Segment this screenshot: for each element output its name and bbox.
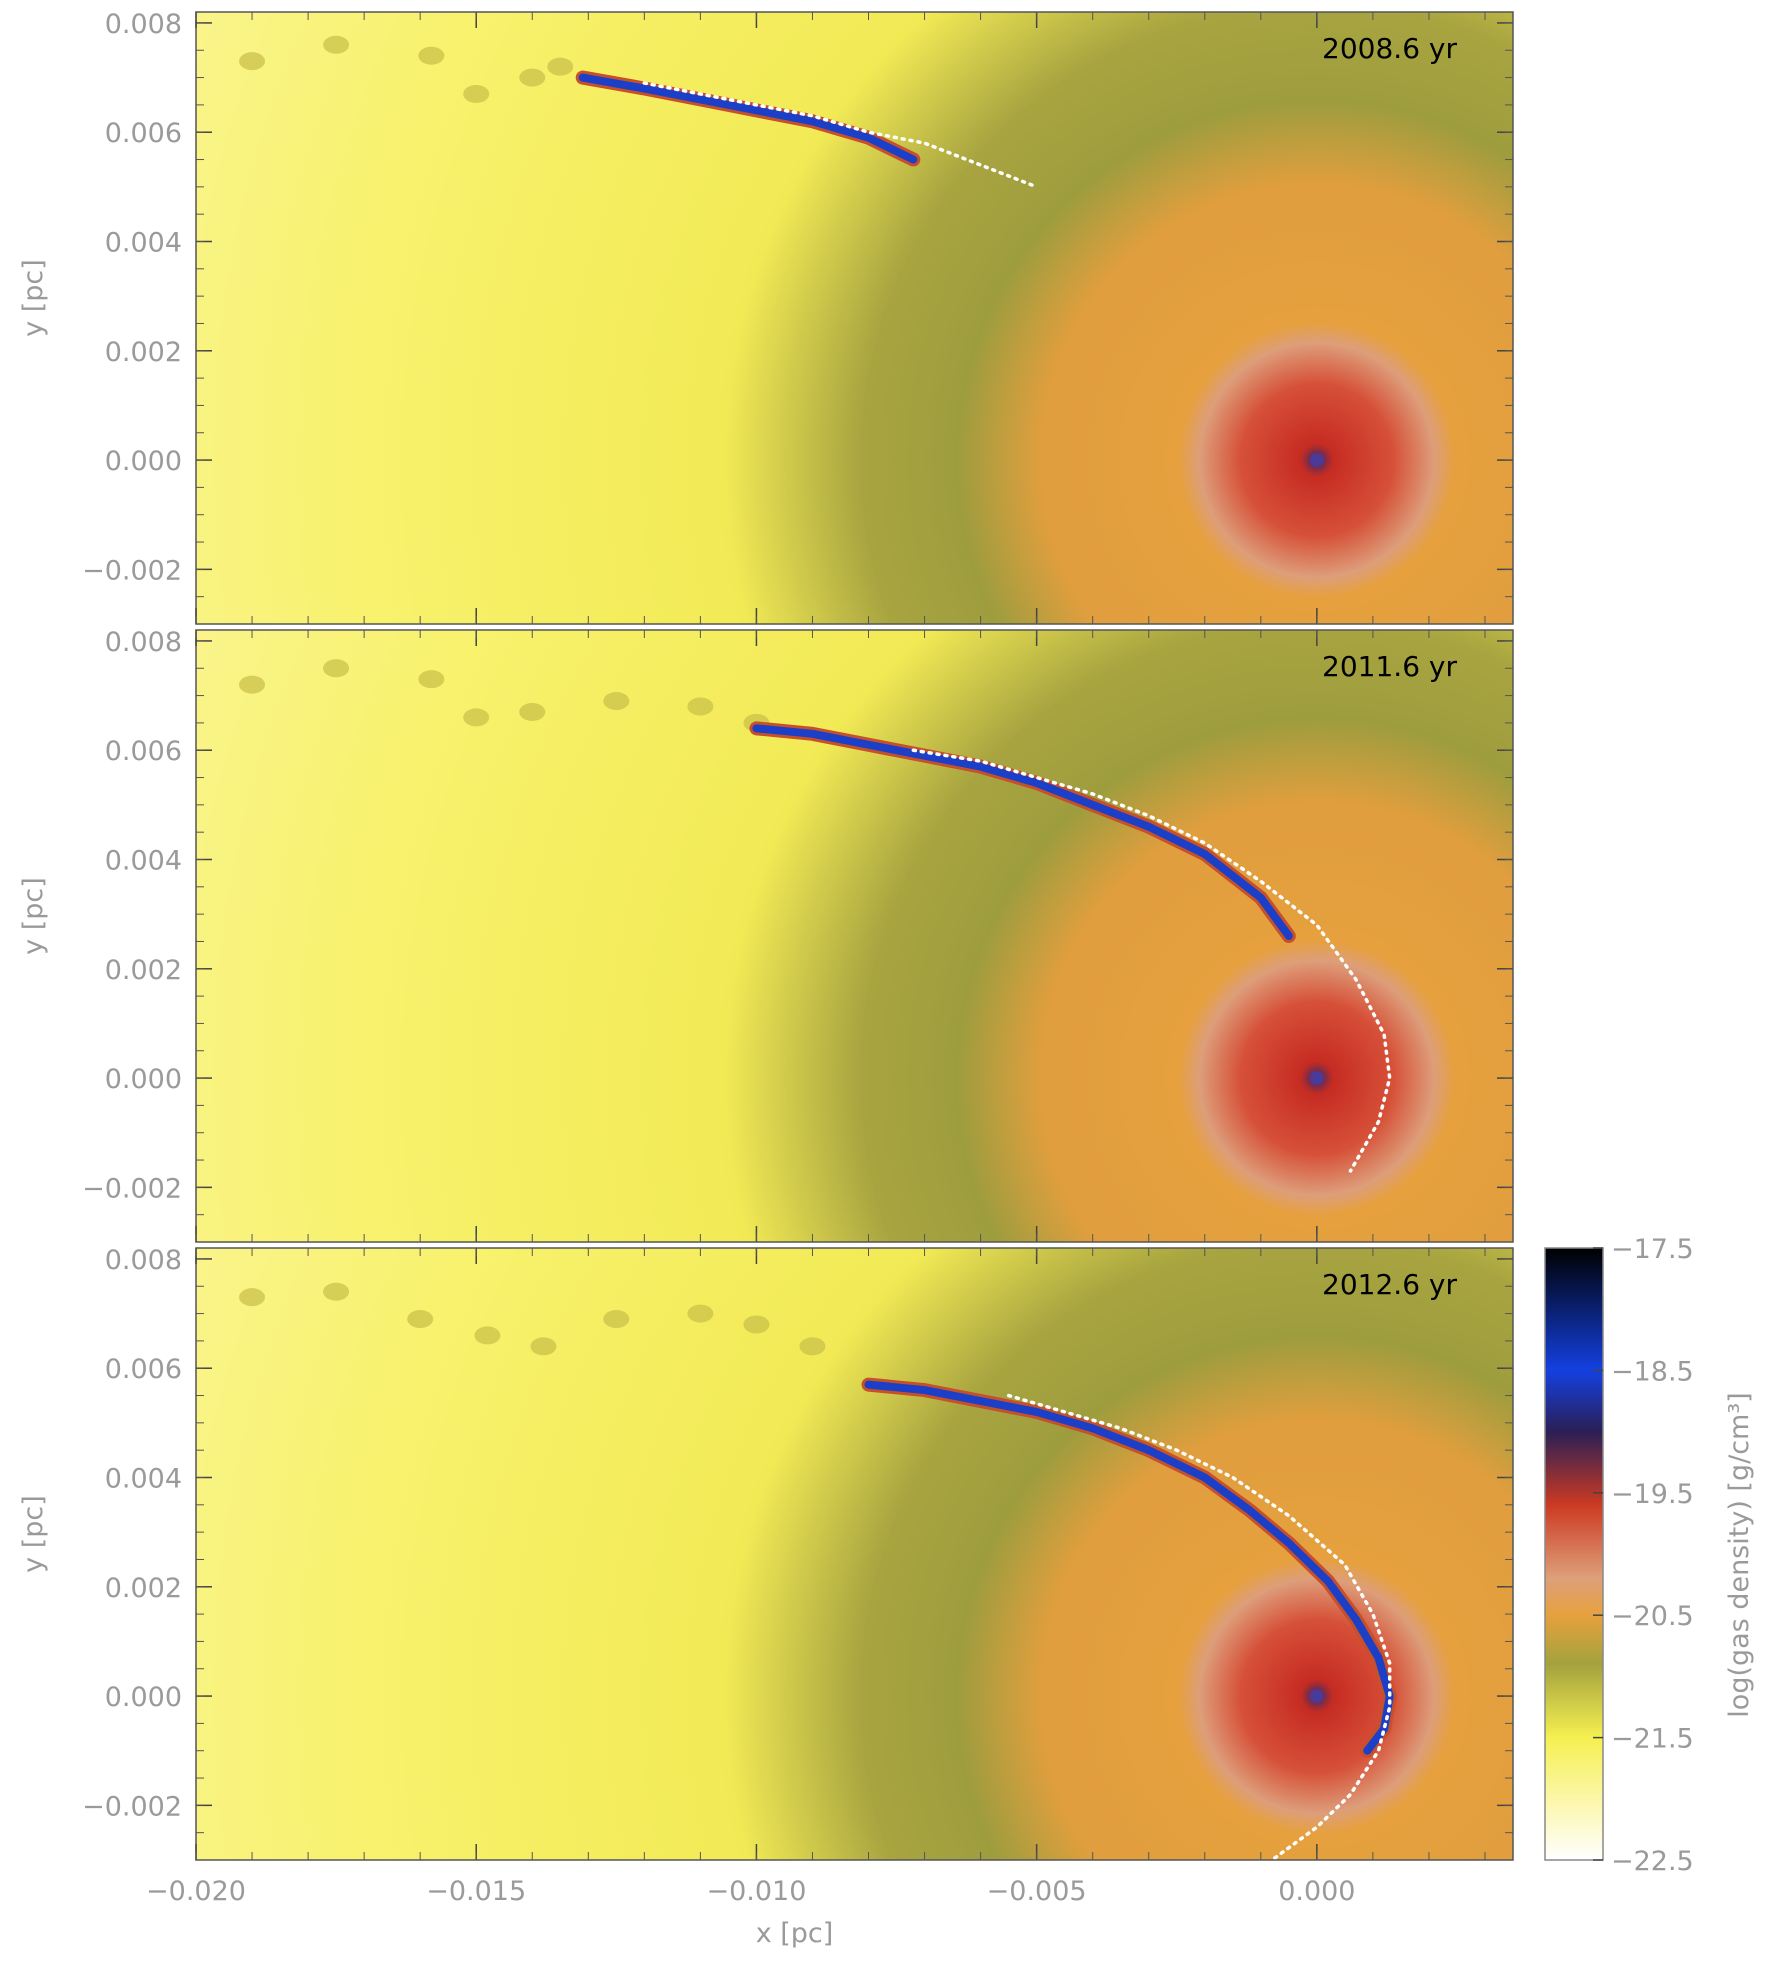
y-ticks: −0.002 0.000 0.002 0.004 0.006 0.008 [82, 9, 1513, 625]
cloud-wisp [323, 659, 350, 678]
y-tick-label: 0.002 [105, 1573, 182, 1604]
x-tick-label: −0.015 [426, 1876, 526, 1907]
x-tick-label: −0.010 [706, 1876, 806, 1907]
time-label: 2012.6 yr [1322, 1268, 1457, 1301]
y-tick-label: 0.000 [105, 1682, 182, 1713]
x-tick-label: −0.005 [987, 1876, 1087, 1907]
plot-area [196, 1248, 1513, 1860]
plot-area [196, 630, 1513, 1242]
cloud-wisp [418, 670, 445, 689]
cloud-wisp [474, 1326, 501, 1345]
panel-frame [195, 629, 1514, 1243]
y-tick-label: −0.002 [82, 1791, 182, 1822]
time-label: 2011.6 yr [1322, 650, 1457, 683]
cloud-wisp [239, 1288, 266, 1307]
y-axis-label: y [pc] [18, 259, 49, 337]
orbit-trajectory [1006, 1393, 1392, 1860]
colorbar-tick-label: −20.5 [1611, 1601, 1694, 1632]
x-axis: −0.020 −0.015 −0.010 −0.005 0.000 x [pc] [146, 1876, 1355, 1949]
density-background [196, 12, 1513, 624]
density-background [196, 630, 1513, 1242]
panel-2: −0.002 0.000 0.002 0.004 0.006 0.008 y [pc] 201… [18, 627, 1514, 1243]
y-axis-label: y [pc] [18, 1495, 49, 1573]
y-tick-label: 0.004 [105, 1464, 182, 1495]
cloud-wisp [603, 692, 630, 711]
colorbar: −22.5 −21.5 −20.5 −19.5 −18.5 −17.5 log(gas d… [1544, 1234, 1755, 1877]
cloud-wisp [519, 68, 546, 87]
cloud-wisp [463, 708, 490, 727]
y-tick-label: −0.002 [82, 1173, 182, 1204]
panel-frame [195, 1247, 1514, 1861]
cloud-wisp [799, 1337, 826, 1356]
cloud-wisp [603, 1310, 630, 1329]
colorbar-tick-label: −18.5 [1611, 1356, 1694, 1387]
y-tick-label: 0.002 [105, 955, 182, 986]
density-background [196, 1248, 1513, 1860]
y-tick-label: 0.008 [105, 627, 182, 658]
y-tick-label: 0.006 [105, 1354, 182, 1385]
cloud-wisp [239, 52, 266, 71]
x-tick-label: 0.000 [1278, 1876, 1355, 1907]
time-label: 2008.6 yr [1322, 32, 1457, 65]
cloud-wisp [530, 1337, 557, 1356]
y-tick-label: 0.008 [105, 9, 182, 40]
colorbar-gradient [1544, 1247, 1604, 1861]
y-tick-label: 0.000 [105, 446, 182, 477]
y-ticks: −0.002 0.000 0.002 0.004 0.006 0.008 [82, 627, 1513, 1243]
x-tick-label: −0.020 [146, 1876, 246, 1907]
x-axis-label: x [pc] [756, 1918, 834, 1949]
cloud-wisp [743, 1315, 770, 1334]
y-ticks: −0.002 0.000 0.002 0.004 0.006 0.008 [82, 1245, 1513, 1861]
cloud-wisp [323, 35, 350, 54]
y-tick-label: 0.004 [105, 228, 182, 259]
central-source-marker [1309, 453, 1324, 468]
cloud-wisp [239, 675, 266, 694]
cloud-wisp [323, 1282, 350, 1301]
central-source-marker [1309, 1071, 1324, 1086]
colorbar-tick-label: −21.5 [1611, 1724, 1694, 1755]
central-source-marker [1309, 1689, 1324, 1704]
plot-area [196, 12, 1513, 624]
cloud-wisp [418, 46, 445, 65]
cloud-filament [864, 1380, 1394, 1755]
cloud-filament [752, 724, 1293, 940]
colorbar-tick-label: −17.5 [1611, 1234, 1694, 1265]
panel-3: −0.002 0.000 0.002 0.004 0.006 0.008 y [pc] 201… [18, 1245, 1514, 1861]
orbit-trajectory [642, 81, 1039, 189]
cloud-wisp [547, 57, 574, 76]
cloud-wisp [687, 1304, 714, 1323]
panels: −0.002 0.000 0.002 0.004 0.006 0.008 y [pc] 200… [18, 9, 1514, 1861]
y-tick-label: 0.008 [105, 1245, 182, 1276]
panel-frame [195, 11, 1514, 625]
panel-1: −0.002 0.000 0.002 0.004 0.006 0.008 y [pc] 200… [18, 9, 1514, 625]
colorbar-tick-label: −22.5 [1611, 1846, 1694, 1877]
cloud-filament [578, 73, 918, 164]
y-tick-label: 0.002 [105, 337, 182, 368]
cloud-wisp [407, 1310, 434, 1329]
y-tick-label: 0.006 [105, 118, 182, 149]
cloud-wisp [519, 702, 546, 721]
colorbar-ticks: −22.5 −21.5 −20.5 −19.5 −18.5 −17.5 [1593, 1234, 1694, 1877]
y-tick-label: −0.002 [82, 555, 182, 586]
y-tick-label: 0.006 [105, 736, 182, 767]
y-tick-label: 0.000 [105, 1064, 182, 1095]
y-axis-label: y [pc] [18, 877, 49, 955]
colorbar-label: log(gas density) [g/cm³] [1724, 1392, 1755, 1717]
cloud-wisp [463, 84, 490, 103]
cloud-wisp [687, 697, 714, 716]
orbit-trajectory [911, 748, 1392, 1173]
y-tick-label: 0.004 [105, 846, 182, 877]
colorbar-tick-label: −19.5 [1611, 1479, 1694, 1510]
